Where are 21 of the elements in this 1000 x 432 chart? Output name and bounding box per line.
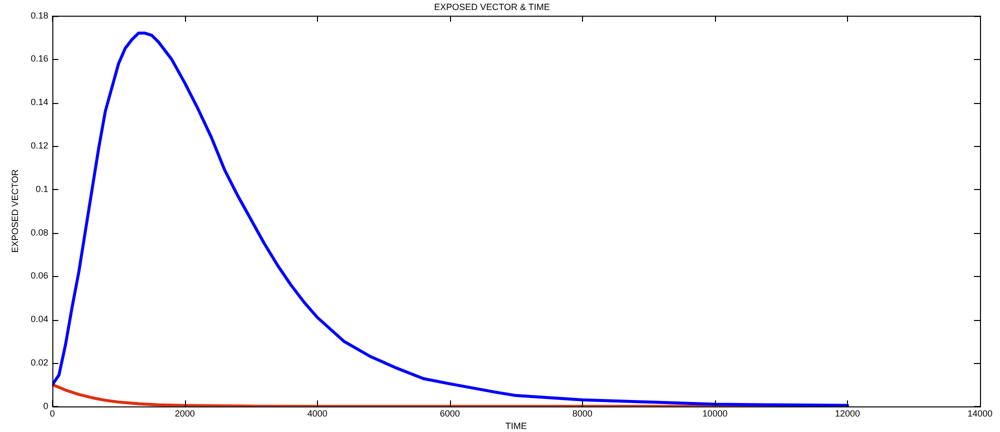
y-tick-label: 0.14 [30,97,48,108]
x-axis-title: TIME [505,421,527,432]
y-tick-label: 0 [43,400,48,411]
x-tick-label: 8000 [572,408,592,418]
y-tick-label: 0.04 [30,314,48,324]
x-tick-label: 6000 [440,408,460,418]
x-tick-label: 10000 [702,408,728,418]
x-tick-label: 2000 [174,408,195,418]
x-tick-label: 0 [50,408,55,418]
y-tick-label: 0.18 [30,10,48,20]
x-tick-label: 4000 [307,408,328,418]
x-tick-label: 12000 [834,408,860,418]
y-tick-label: 0.02 [30,357,48,368]
y-tick-label: 0.08 [30,227,48,238]
x-tick-label: 14000 [967,408,993,418]
chart-title: EXPOSED VECTOR & TIME [434,2,550,12]
y-tick-label: 0.16 [30,54,48,64]
y-axis-title: EXPOSED VECTOR [10,168,20,253]
y-tick-label: 0.1 [36,184,48,194]
y-tick-label: 0.06 [30,270,48,281]
y-tick-label: 0.12 [30,140,48,150]
